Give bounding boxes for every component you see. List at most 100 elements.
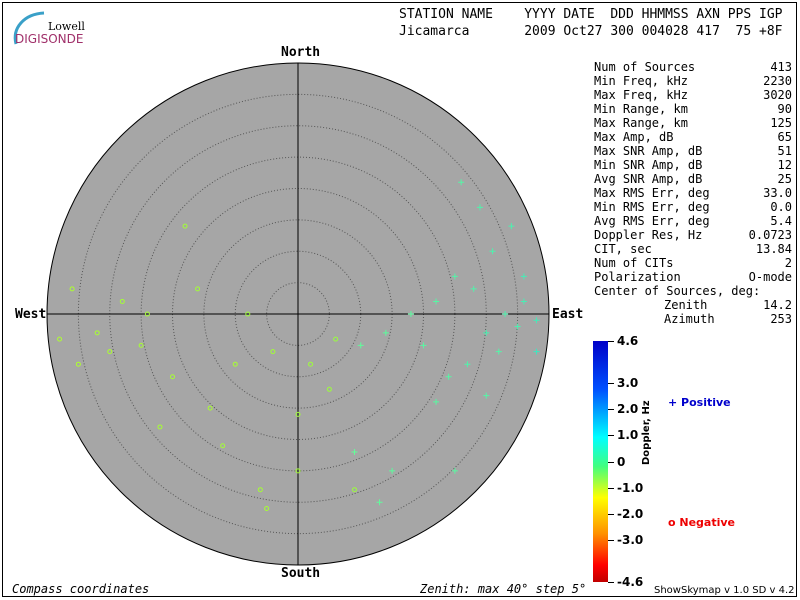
negative-source-mark xyxy=(94,330,100,336)
negative-source-mark xyxy=(138,342,144,348)
positive-source-mark xyxy=(376,499,383,506)
stat-label: Num of Sources xyxy=(594,60,696,74)
stat-label: Max RMS Err, deg xyxy=(594,186,710,200)
stat-value: 13.84 xyxy=(755,242,792,256)
colorbar-tick-label: 2.0 xyxy=(617,402,639,417)
zenith-label: Zenith xyxy=(664,298,708,312)
stat-label: Max Freq, kHz xyxy=(594,88,688,102)
stat-label: Max Range, km xyxy=(594,116,688,130)
negative-source-mark xyxy=(69,286,75,292)
positive-source-mark xyxy=(495,348,502,355)
negative-source-mark xyxy=(195,286,201,292)
positive-source-mark xyxy=(489,248,496,255)
positive-source-mark xyxy=(502,311,509,317)
negative-source-mark xyxy=(232,361,238,367)
negative-source-mark xyxy=(220,443,226,449)
stat-value: 65 xyxy=(777,130,792,144)
stat-value: 33.0 xyxy=(763,186,792,200)
negative-source-mark xyxy=(351,487,357,493)
stat-label: Min SNR Amp, dB xyxy=(594,158,703,172)
stat-row: Max Freq, kHz 3020 xyxy=(594,88,792,102)
colorbar-tick-label: -2.0 xyxy=(617,506,644,521)
positive-source-mark xyxy=(451,467,458,474)
colorbar-tick-label: 3.0 xyxy=(617,375,639,390)
negative-source-mark xyxy=(170,374,175,380)
stat-label: Avg SNR Amp, dB xyxy=(594,172,703,186)
positive-source-mark xyxy=(514,323,521,330)
stat-value: 413 xyxy=(770,60,792,74)
colorbar-tick xyxy=(608,382,614,384)
stat-label: CIT, sec xyxy=(594,242,652,256)
positive-source-mark xyxy=(533,317,540,324)
south-label: South xyxy=(281,566,321,581)
stat-value: 25 xyxy=(777,172,792,186)
stat-value: 0.0723 xyxy=(748,228,792,242)
negative-source-mark xyxy=(157,424,163,430)
zenith-value: 14.2 xyxy=(763,298,792,312)
colorbar-tick-label: 4.6 xyxy=(617,334,639,348)
digisonde-logo: Lowell DIGISONDE xyxy=(13,11,85,46)
negative-source-mark xyxy=(207,405,213,411)
header-labels: STATION NAME YYYY DATE DDD HHMMSS AXN PP… xyxy=(399,7,783,22)
azimuth-value: 253 xyxy=(770,312,792,326)
stat-label: Min RMS Err, deg xyxy=(594,200,710,214)
stat-value: O-mode xyxy=(748,270,792,284)
stat-label: Num of CITs xyxy=(594,256,674,270)
stat-value: 125 xyxy=(770,116,792,130)
center-title: Center of Sources, deg: xyxy=(594,284,761,298)
positive-source-mark xyxy=(476,204,483,211)
negative-source-mark xyxy=(75,361,81,367)
east-label: East xyxy=(552,307,584,322)
positive-source-mark xyxy=(533,348,540,355)
positive-source-mark xyxy=(445,373,452,380)
positive-source-mark xyxy=(357,342,364,349)
legend-negative-label: Negative xyxy=(679,516,736,529)
negative-source-mark xyxy=(270,349,276,355)
north-label: North xyxy=(281,45,321,60)
stat-label: Max Amp, dB xyxy=(594,130,674,144)
positive-source-mark xyxy=(520,298,527,305)
stat-value: 2 xyxy=(784,256,792,270)
center-of-sources: Center of Sources, deg: Zenith 14.2 Azimu… xyxy=(594,284,792,326)
stat-row: Max RMS Err, deg 33.0 xyxy=(594,186,792,200)
negative-source-mark xyxy=(57,336,63,342)
colorbar-tick xyxy=(608,540,614,542)
negative-source-mark xyxy=(182,223,188,229)
negative-source-mark xyxy=(326,386,332,392)
negative-source-mark xyxy=(295,411,301,417)
svg-text:DIGISONDE: DIGISONDE xyxy=(15,32,83,46)
negative-source-mark xyxy=(107,349,113,355)
positive-source-mark xyxy=(464,361,471,368)
negative-source-mark xyxy=(245,311,251,317)
positive-source-mark xyxy=(470,285,477,292)
stat-row: Num of CITs 2 xyxy=(594,256,792,270)
colorbar-tick xyxy=(608,341,614,342)
negative-source-mark xyxy=(144,311,150,317)
stat-row: Polarization O-mode xyxy=(594,270,792,284)
stat-value: 0.0 xyxy=(770,200,792,214)
stat-row: Max SNR Amp, dB 51 xyxy=(594,144,792,158)
negative-source-mark xyxy=(295,468,301,474)
positive-source-mark xyxy=(508,223,515,230)
legend-positive-label: Positive xyxy=(681,396,731,409)
negative-source-mark xyxy=(308,361,314,367)
colorbar-tick xyxy=(608,409,614,411)
positive-source-mark xyxy=(433,398,440,405)
circle-icon: o xyxy=(668,516,680,529)
doppler-colorbar xyxy=(593,341,608,582)
negative-source-mark xyxy=(257,487,263,493)
colorbar-title: Doppler, Hz xyxy=(641,400,652,465)
stat-value: 51 xyxy=(777,144,792,158)
colorbar-tick xyxy=(608,461,614,463)
stat-label: Avg RMS Err, deg xyxy=(594,214,710,228)
colorbar-tick-label: 0 xyxy=(617,454,626,469)
stat-row: Avg RMS Err, deg 5.4 xyxy=(594,214,792,228)
stat-row: Avg SNR Amp, dB 25 xyxy=(594,172,792,186)
footer-zenith: Zenith: max 40° step 5° xyxy=(420,582,587,596)
positive-source-mark xyxy=(407,311,414,317)
legend-positive: + Positive xyxy=(668,396,731,409)
svg-text:Lowell: Lowell xyxy=(48,20,85,33)
stat-row: Max Range, km 125 xyxy=(594,116,792,130)
